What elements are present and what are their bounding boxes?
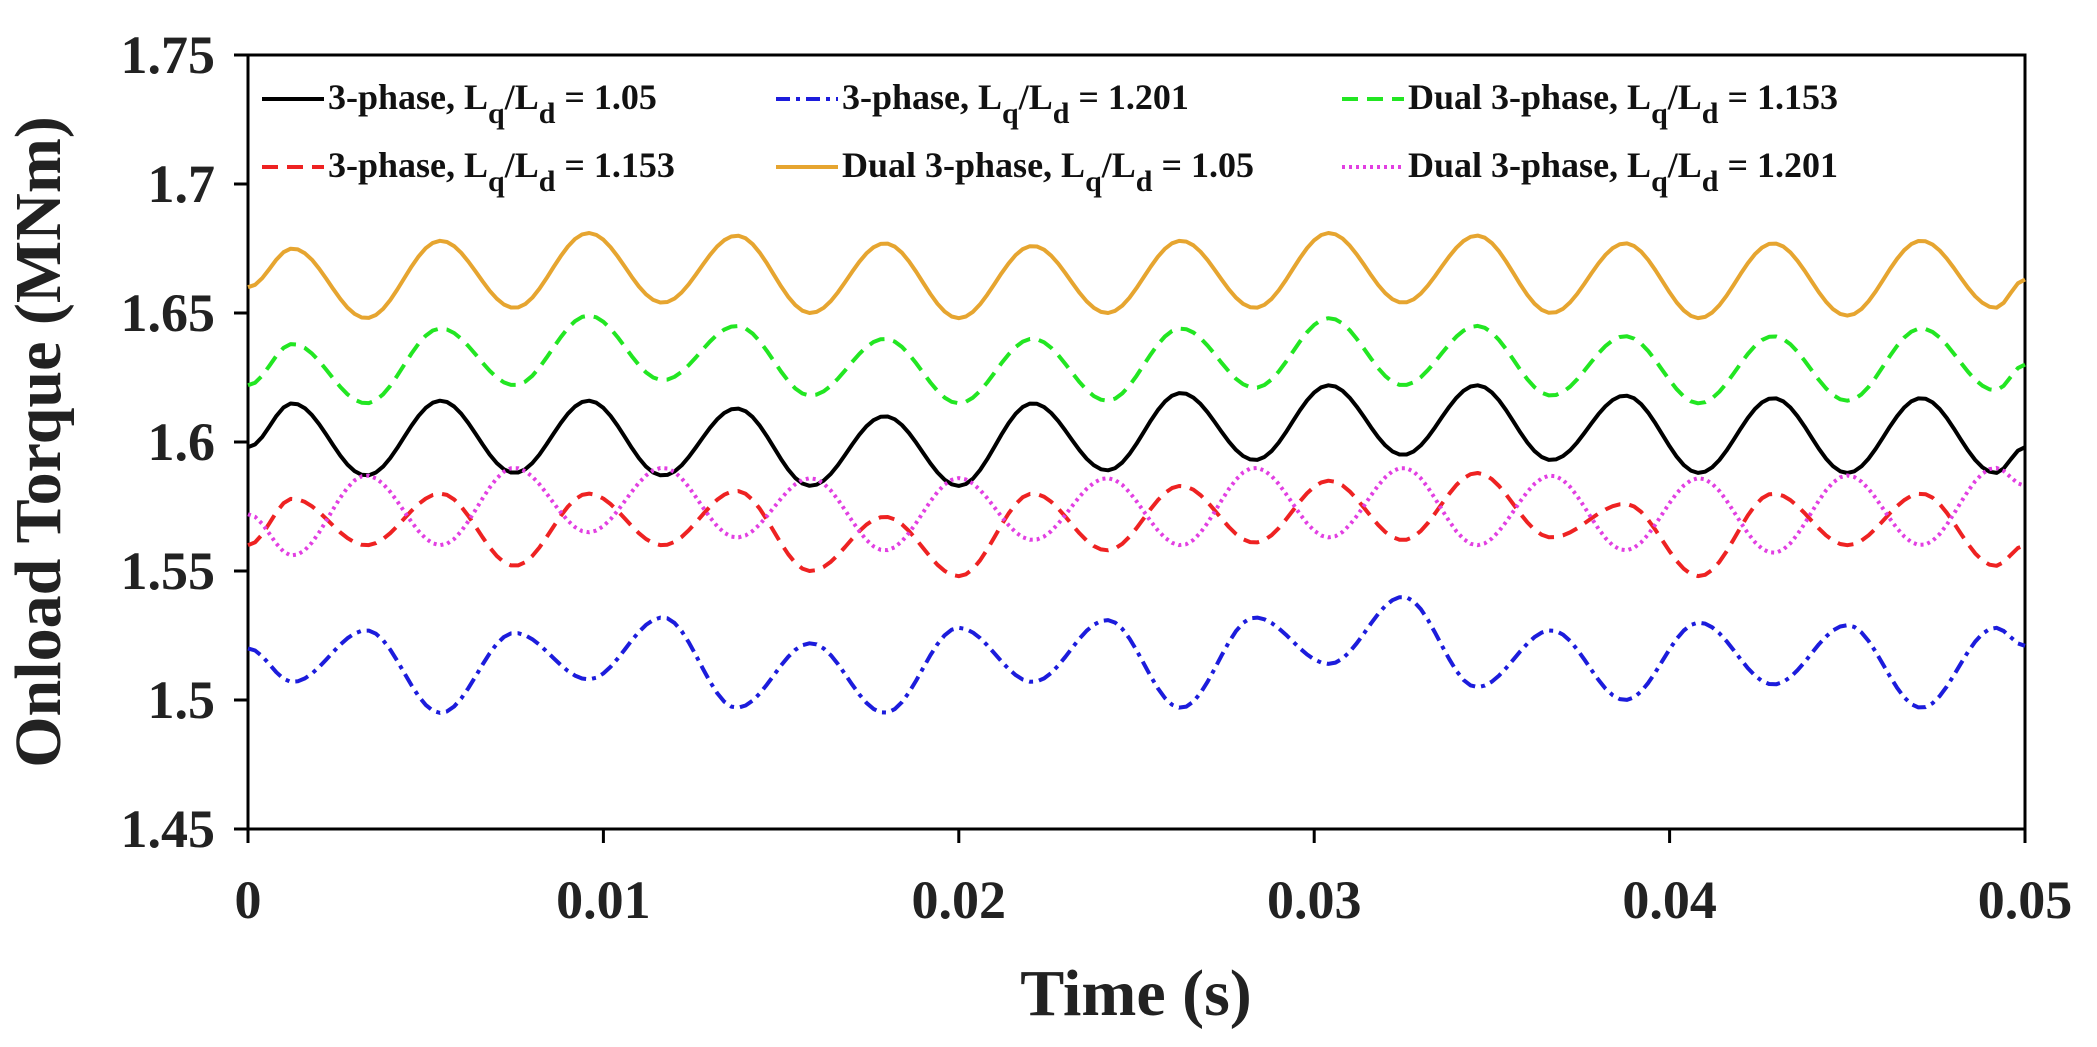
series-line-1 — [247, 383, 2026, 488]
y-tick-label: 1.65 — [121, 283, 216, 343]
legend-label-part: d — [539, 97, 556, 130]
legend-label: 3-phase, Lq/Ld = 1.153 — [328, 145, 675, 198]
legend: 3-phase, Lq/Ld = 1.05 3-phase, Lq/Ld = 1.… — [262, 77, 1838, 198]
legend-label-part: = 1.05 — [1152, 145, 1254, 185]
series-line-6 — [247, 465, 2026, 558]
legend-label-part: = 1.153 — [1718, 77, 1838, 117]
series-line-4 — [247, 471, 2026, 579]
legend-label-part: /L — [1667, 77, 1702, 117]
x-tick-label: 0.05 — [1978, 870, 2073, 930]
y-tick-label: 1.45 — [121, 799, 216, 859]
legend-label-part: /L — [504, 145, 539, 185]
legend-label-part: /L — [1101, 145, 1136, 185]
y-tick-label: 1.75 — [121, 25, 216, 85]
legend-label-part: Dual 3-phase, L — [1408, 77, 1651, 117]
series-line-2 — [247, 595, 2026, 715]
legend-label-part: q — [1651, 97, 1668, 130]
legend-label-part: d — [1702, 97, 1719, 130]
legend-label-part: = 1.05 — [555, 77, 657, 117]
legend-label-part: /L — [504, 77, 539, 117]
legend-label-part: 3-phase, L — [328, 145, 488, 185]
legend-label-part: d — [1702, 165, 1719, 198]
legend-label: Dual 3-phase, Lq/Ld = 1.201 — [1408, 145, 1838, 198]
legend-label-part: 3-phase, L — [842, 77, 1002, 117]
legend-label-part: d — [539, 165, 556, 198]
y-tick-label: 1.7 — [148, 154, 216, 214]
y-tick-label: 1.5 — [148, 670, 216, 730]
legend-label-part: q — [488, 165, 505, 198]
x-axis-title: Time (s) — [1020, 957, 1252, 1030]
legend-label-part: d — [1136, 165, 1153, 198]
y-axis-title: Onload Torque (MNm) — [2, 116, 75, 768]
legend-label: Dual 3-phase, Lq/Ld = 1.153 — [1408, 77, 1838, 130]
series-line-3 — [247, 313, 2026, 406]
legend-label-part: 3-phase, L — [328, 77, 488, 117]
legend-label-part: = 1.153 — [555, 145, 675, 185]
x-tick-label: 0.02 — [912, 870, 1007, 930]
x-tick-label: 0 — [235, 870, 262, 930]
legend-label-part: q — [1651, 165, 1668, 198]
x-tick-label: 0.04 — [1622, 870, 1717, 930]
legend-label: 3-phase, Lq/Ld = 1.201 — [842, 77, 1189, 130]
series-line-5 — [247, 231, 2026, 321]
legend-label-part: q — [488, 97, 505, 130]
x-tick-label: 0.01 — [556, 870, 651, 930]
legend-label-part: /L — [1667, 145, 1702, 185]
legend-label-part: q — [1002, 97, 1019, 130]
legend-label-part: Dual 3-phase, L — [1408, 145, 1651, 185]
legend-label-part: q — [1085, 165, 1102, 198]
legend-label-part: = 1.201 — [1718, 145, 1838, 185]
legend-label-part: = 1.201 — [1069, 77, 1189, 117]
series-layer — [247, 231, 2026, 715]
legend-label-part: /L — [1018, 77, 1053, 117]
y-tick-label: 1.6 — [148, 412, 216, 472]
legend-label-part: Dual 3-phase, L — [842, 145, 1085, 185]
x-tick-label: 0.03 — [1267, 870, 1362, 930]
axis-layer: 0 0.01 0.02 0.03 0.04 0.05 1.45 1.5 1.55 1.6 1.65 1… — [121, 25, 2073, 930]
y-tick-label: 1.55 — [121, 541, 216, 601]
legend-label: 3-phase, Lq/Ld = 1.05 — [328, 77, 657, 130]
legend-label: Dual 3-phase, Lq/Ld = 1.05 — [842, 145, 1254, 198]
legend-label-part: d — [1053, 97, 1070, 130]
